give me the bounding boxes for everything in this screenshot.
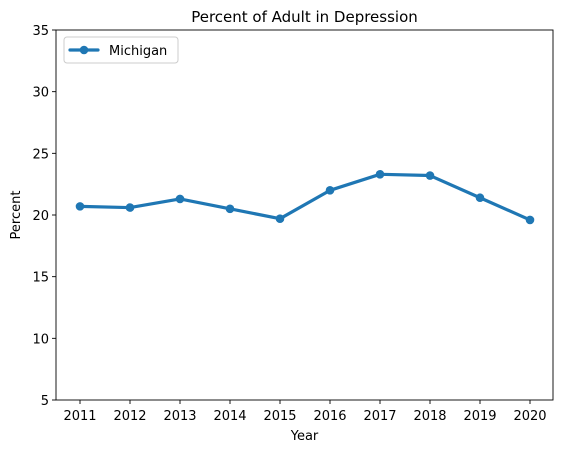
x-axis: 2011 2012 2013 2014 2015 2016 2017 2018 2019 2020 — [63, 400, 547, 424]
y-axis: 5 10 15 20 25 30 35 — [32, 24, 56, 409]
y-tick-label: 15 — [32, 271, 49, 286]
data-point — [175, 194, 185, 204]
data-point — [325, 186, 335, 195]
legend-label: Michigan — [109, 44, 167, 59]
x-axis-label: Year — [290, 429, 319, 444]
data-point — [475, 193, 485, 203]
data-point — [425, 171, 435, 180]
x-tick-label: 2017 — [363, 409, 396, 424]
legend-marker — [79, 45, 89, 55]
x-tick-label: 2011 — [63, 409, 96, 424]
y-tick-label: 5 — [41, 394, 49, 409]
plot-frame — [55, 29, 554, 401]
data-point — [225, 204, 235, 214]
data-point — [125, 203, 135, 212]
x-tick-label: 2019 — [463, 409, 496, 424]
y-tick-label: 35 — [32, 24, 49, 39]
data-point — [275, 214, 285, 223]
y-tick-label: 25 — [32, 147, 49, 162]
data-point — [375, 170, 385, 179]
x-tick-label: 2014 — [213, 409, 246, 424]
y-tick-label: 30 — [32, 86, 49, 101]
y-tick-label: 10 — [32, 332, 49, 347]
x-tick-label: 2012 — [113, 409, 146, 424]
data-point — [75, 202, 85, 211]
legend-box — [63, 36, 179, 64]
legend: Michigan — [63, 36, 179, 64]
x-tick-label: 2015 — [263, 409, 296, 424]
plot-area — [55, 29, 554, 401]
x-tick-label: 2020 — [513, 409, 546, 424]
x-tick-label: 2018 — [413, 409, 446, 424]
x-tick-label: 2016 — [313, 409, 346, 424]
data-point — [525, 215, 535, 225]
y-tick-label: 20 — [32, 209, 49, 224]
x-tick-label: 2013 — [163, 409, 196, 424]
chart-title: Percent of Adult in Depression — [191, 8, 418, 26]
series-line — [78, 172, 532, 222]
y-axis-label: Percent — [9, 191, 24, 240]
